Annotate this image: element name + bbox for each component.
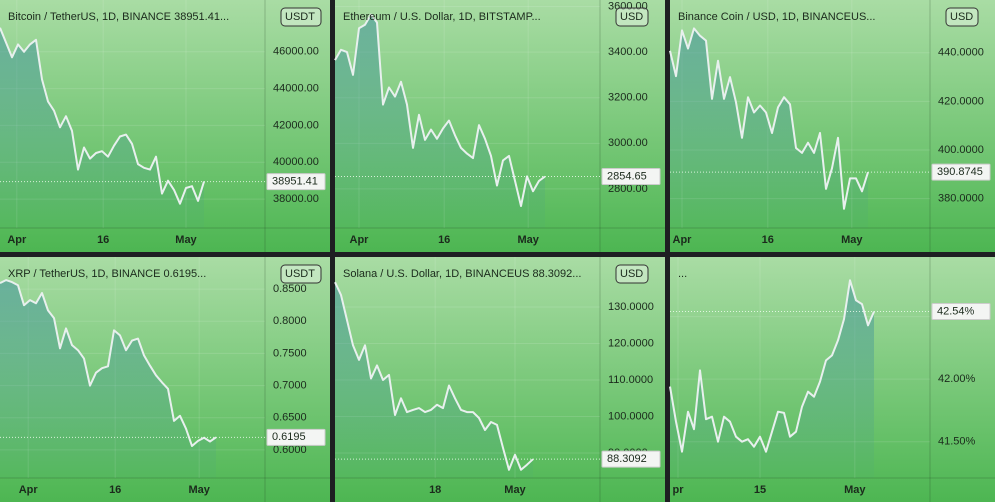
y-tick-label: 46000.00 bbox=[273, 46, 319, 58]
last-price-label: 0.6195 bbox=[272, 431, 306, 443]
y-tick-label: 0.6000 bbox=[273, 444, 307, 456]
y-tick-label: 440.0000 bbox=[938, 47, 984, 59]
price-line bbox=[0, 279, 217, 447]
y-tick-label: 130.0000 bbox=[608, 301, 654, 313]
chart-panel[interactable]: 2800.00 3000.00 3200.00 3400.00 3600.00 Apr 16… bbox=[334, 0, 665, 252]
last-price-label: 390.8745 bbox=[937, 166, 983, 178]
y-tick-label: 3400.00 bbox=[608, 46, 648, 58]
chart-title: ... bbox=[678, 268, 687, 280]
last-price-box bbox=[266, 428, 326, 446]
last-price-box bbox=[266, 173, 326, 191]
last-price-label: 2854.65 bbox=[607, 170, 647, 182]
last-price-box bbox=[931, 303, 991, 321]
currency-label[interactable]: USDT bbox=[285, 11, 315, 23]
last-price-box bbox=[931, 163, 991, 181]
y-tick-label: 120.0000 bbox=[608, 337, 654, 349]
x-tick-label: May bbox=[517, 234, 539, 246]
currency-button[interactable] bbox=[615, 264, 649, 284]
chart-title: Solana / U.S. Dollar, 1D, BINANCEUS 88.3… bbox=[343, 268, 581, 280]
last-price-box bbox=[601, 167, 661, 185]
currency-button[interactable] bbox=[280, 7, 322, 27]
x-tick-label: 16 bbox=[97, 234, 109, 246]
area bbox=[670, 28, 868, 229]
y-tick-label: 41.50% bbox=[938, 436, 976, 448]
x-tick-label: May bbox=[504, 484, 526, 496]
y-tick-label: 2800.00 bbox=[608, 183, 648, 195]
chart-title: XRP / TetherUS, 1D, BINANCE 0.6195... bbox=[8, 268, 206, 280]
currency-button[interactable] bbox=[615, 7, 649, 27]
chart-panel[interactable]: 0.6000 0.6500 0.7000 0.7500 0.8000 0.8500 Apr 1… bbox=[0, 257, 330, 502]
y-tick-label: 400.0000 bbox=[938, 144, 984, 156]
y-tick-label: 3000.00 bbox=[608, 137, 648, 149]
price-line bbox=[334, 281, 534, 471]
currency-label[interactable]: USD bbox=[950, 11, 973, 23]
area bbox=[0, 27, 204, 228]
currency-label[interactable]: USD bbox=[620, 11, 643, 23]
y-tick-label: 40000.00 bbox=[273, 156, 319, 168]
y-tick-label: 0.7000 bbox=[273, 379, 307, 391]
x-tick-label: pr bbox=[672, 484, 684, 496]
y-tick-label: 42000.00 bbox=[273, 119, 319, 131]
x-tick-label: 18 bbox=[429, 484, 441, 496]
price-line bbox=[669, 279, 875, 453]
chart-title: Bitcoin / TetherUS, 1D, BINANCE 38951.41… bbox=[8, 11, 229, 23]
x-tick-label: 16 bbox=[109, 484, 121, 496]
x-tick-label: May bbox=[844, 484, 866, 496]
chart-panel[interactable]: 90.0000100.0000110.0000120.0000130.00001… bbox=[334, 257, 665, 502]
x-tick-label: 16 bbox=[762, 234, 774, 246]
chart-title: Binance Coin / USD, 1D, BINANCEUS... bbox=[678, 11, 875, 23]
chart-title: Ethereum / U.S. Dollar, 1D, BITSTAMP... bbox=[343, 11, 541, 23]
last-price-label: 88.3092 bbox=[607, 453, 647, 465]
area bbox=[335, 14, 545, 228]
area bbox=[670, 280, 874, 478]
price-line bbox=[0, 27, 205, 205]
y-tick-label: 100.0000 bbox=[608, 410, 654, 422]
x-tick-label: Apr bbox=[7, 234, 27, 246]
x-tick-label: Apr bbox=[19, 484, 39, 496]
x-tick-label: 15 bbox=[754, 484, 766, 496]
y-tick-label: 0.7500 bbox=[273, 347, 307, 359]
area bbox=[0, 280, 216, 478]
y-tick-label: 42.00% bbox=[938, 373, 976, 385]
last-price-box bbox=[601, 450, 661, 468]
chart-panel[interactable]: 380.0000 400.0000 420.0000 440.0000 Apr 16 May… bbox=[669, 0, 995, 252]
price-line bbox=[334, 13, 546, 207]
x-tick-label: Apr bbox=[673, 234, 693, 246]
x-tick-label: 16 bbox=[438, 234, 450, 246]
y-tick-label: 0.8000 bbox=[273, 315, 307, 327]
last-price-label: 42.54% bbox=[937, 305, 975, 317]
price-line bbox=[669, 27, 869, 210]
y-tick-label: 3600.00 bbox=[608, 0, 648, 12]
currency-label[interactable]: USD bbox=[620, 268, 643, 280]
chart-panel[interactable]: 41.50%42.00%42.50%pr15May42.54%... bbox=[669, 257, 995, 502]
y-tick-label: 38000.00 bbox=[273, 193, 319, 205]
x-tick-label: Apr bbox=[350, 234, 370, 246]
currency-button[interactable] bbox=[280, 264, 322, 284]
y-tick-label: 3200.00 bbox=[608, 92, 648, 104]
x-tick-label: May bbox=[841, 234, 863, 246]
y-tick-label: 0.6500 bbox=[273, 412, 307, 424]
x-tick-label: May bbox=[175, 234, 197, 246]
currency-button[interactable] bbox=[945, 7, 979, 27]
y-tick-label: 0.8500 bbox=[273, 283, 307, 295]
chart-panel[interactable]: 38000.00 40000.00 42000.00 44000.00 46000.00… bbox=[0, 0, 330, 252]
y-tick-label: 380.0000 bbox=[938, 192, 984, 204]
y-tick-label: 110.0000 bbox=[608, 374, 653, 386]
last-price-label: 38951.41 bbox=[272, 175, 318, 187]
currency-label[interactable]: USDT bbox=[285, 268, 315, 280]
x-tick-label: May bbox=[188, 484, 210, 496]
y-tick-label: 420.0000 bbox=[938, 95, 984, 107]
y-tick-label: 44000.00 bbox=[273, 82, 319, 94]
